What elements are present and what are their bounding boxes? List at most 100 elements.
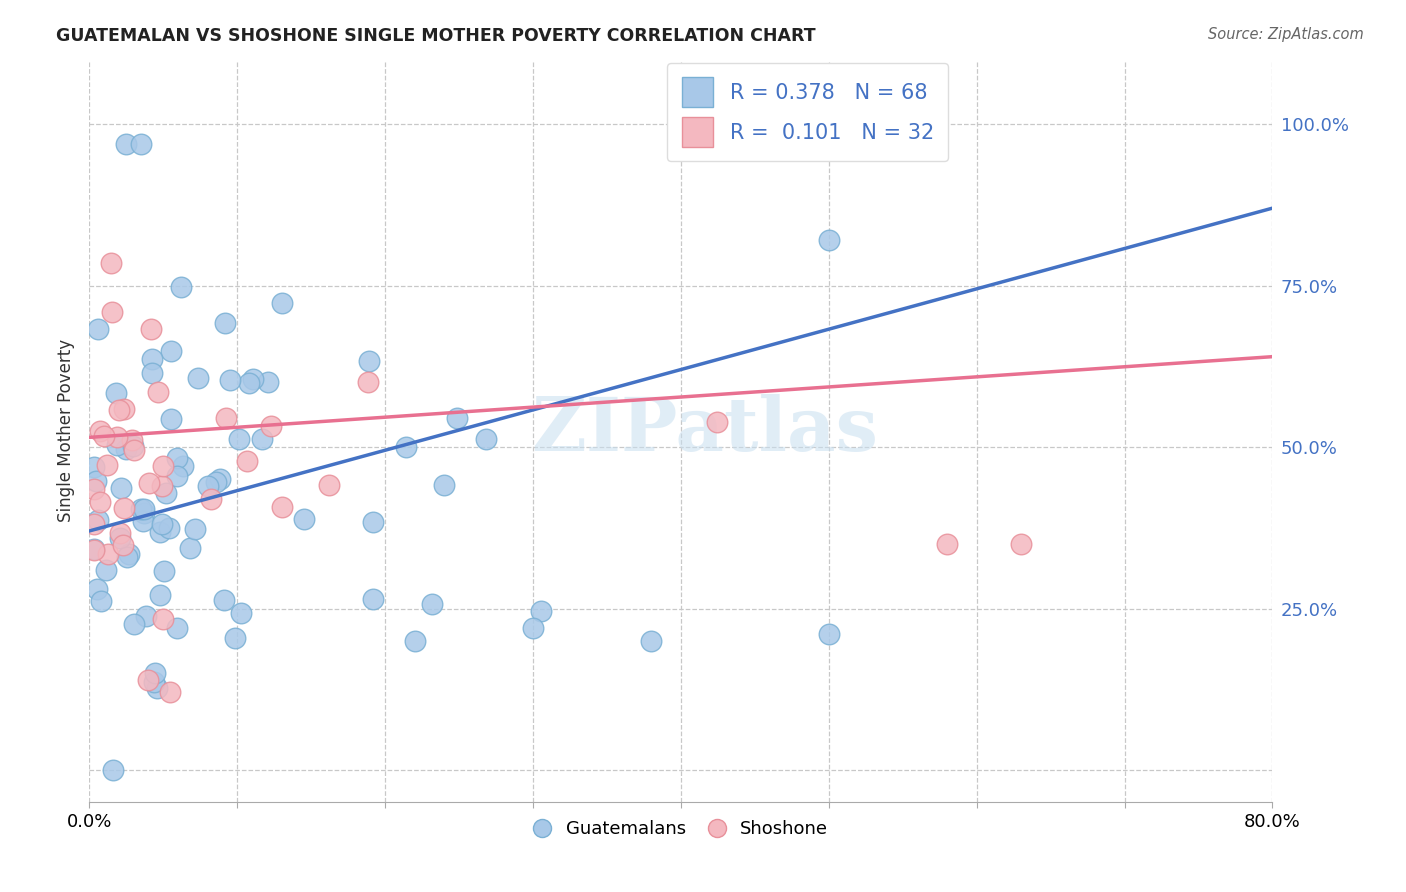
Point [363, 515, 385, 529]
Point [184, 522, 207, 536]
Point [108, 525, 131, 540]
Point [152, 459, 174, 474]
Point [149, 588, 172, 602]
Point [357, 375, 380, 389]
Point [129, 136, 152, 151]
Point [706, 415, 728, 429]
Point [100, 256, 122, 270]
Point [122, 443, 145, 458]
Point [155, 485, 177, 500]
Point [132, 501, 155, 516]
Point [83, 541, 105, 556]
Point [121, 433, 143, 447]
Point [94, 563, 117, 577]
Point [166, 450, 188, 465]
Point [166, 621, 188, 635]
Y-axis label: Single Mother Poverty: Single Mother Poverty [58, 339, 75, 523]
Point [238, 376, 260, 390]
Point [146, 384, 169, 399]
Point [143, 674, 166, 689]
Point [83, 516, 105, 531]
Point [112, 538, 135, 552]
Point [817, 627, 839, 641]
Point [97, 548, 120, 562]
Point [107, 438, 129, 452]
Point [115, 442, 138, 456]
Point [105, 430, 128, 444]
Point [143, 666, 166, 681]
Point [160, 412, 183, 426]
Point [84, 474, 107, 488]
Text: ZIPatlas: ZIPatlas [531, 394, 877, 467]
Point [530, 603, 553, 617]
Point [134, 506, 156, 520]
Point [141, 366, 163, 380]
Point [115, 136, 138, 151]
Point [817, 234, 839, 248]
Point [107, 403, 129, 417]
Point [474, 432, 496, 446]
Point [318, 478, 340, 492]
Point [214, 316, 236, 330]
Point [640, 633, 662, 648]
Point [252, 432, 274, 446]
Point [150, 517, 173, 532]
Point [187, 371, 209, 385]
Point [117, 550, 139, 565]
Point [87, 322, 110, 336]
Point [93, 429, 115, 443]
Point [108, 531, 131, 545]
Legend: Guatemalans, Shoshone: Guatemalans, Shoshone [526, 813, 835, 846]
Point [215, 411, 238, 425]
Point [83, 459, 105, 474]
Point [136, 673, 159, 687]
Point [112, 402, 135, 417]
Point [135, 609, 157, 624]
Point [149, 524, 172, 539]
Point [129, 501, 152, 516]
Point [132, 515, 155, 529]
Point [208, 472, 231, 486]
Point [118, 547, 141, 561]
Point [236, 454, 259, 468]
Point [260, 419, 283, 434]
Point [271, 500, 294, 514]
Point [89, 425, 111, 439]
Point [157, 521, 180, 535]
Point [139, 321, 162, 335]
Point [89, 495, 111, 509]
Point [205, 475, 228, 489]
Point [166, 469, 188, 483]
Point [231, 606, 253, 620]
Point [141, 352, 163, 367]
Point [361, 592, 384, 607]
Point [395, 440, 418, 454]
Point [110, 481, 132, 495]
Point [359, 353, 381, 368]
Point [86, 582, 108, 596]
Point [150, 479, 173, 493]
Point [101, 763, 124, 777]
Point [169, 280, 191, 294]
Point [160, 344, 183, 359]
Point [433, 478, 456, 492]
Point [159, 685, 181, 699]
Point [219, 373, 242, 387]
Point [112, 500, 135, 515]
Point [404, 633, 426, 648]
Point [224, 631, 246, 645]
Point [105, 385, 128, 400]
Point [152, 612, 174, 626]
Point [1010, 537, 1032, 551]
Point [522, 621, 544, 635]
Point [242, 372, 264, 386]
Point [101, 304, 124, 318]
Point [422, 597, 444, 611]
Point [89, 594, 111, 608]
Point [200, 491, 222, 506]
Point [172, 458, 194, 473]
Point [146, 681, 169, 695]
Point [257, 375, 280, 389]
Point [446, 410, 468, 425]
Point [122, 616, 145, 631]
